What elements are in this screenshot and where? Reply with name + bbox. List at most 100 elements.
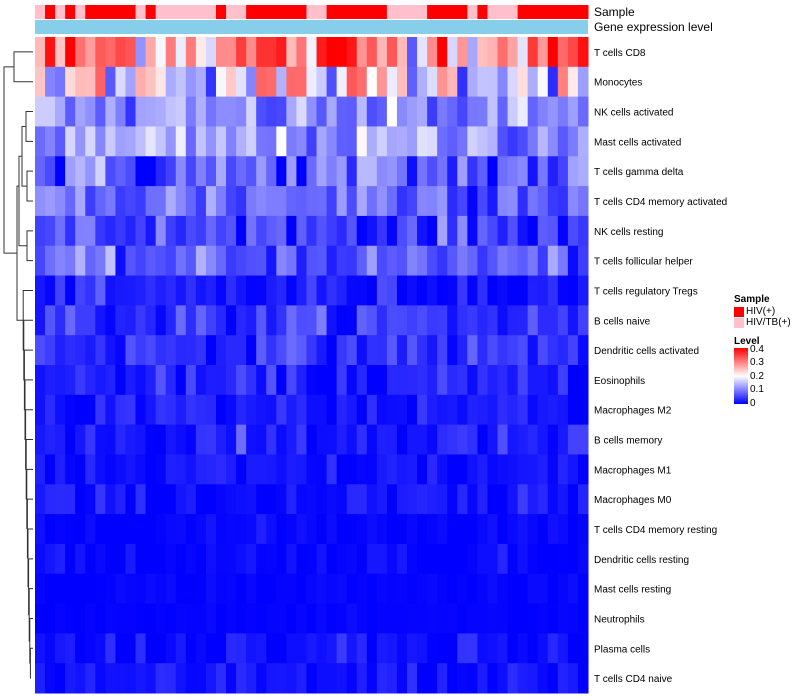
heatmap-cell: [537, 365, 549, 396]
heatmap-cell: [396, 335, 408, 366]
heatmap-cell: [266, 365, 277, 396]
heatmap-cell: [145, 514, 157, 545]
heatmap-cell: [135, 365, 147, 396]
heatmap-cell: [366, 156, 378, 187]
heatmap-cell: [577, 215, 589, 247]
heatmap-cell: [537, 37, 549, 68]
heatmap-cell: [165, 305, 177, 336]
sample-annotation-cell: [75, 5, 86, 19]
heatmap-cell: [75, 484, 86, 515]
heatmap-cell: [286, 394, 297, 426]
heatmap-cell: [386, 186, 398, 217]
heatmap-cell: [145, 633, 157, 664]
heatmap-cell: [537, 633, 549, 664]
heatmap-cell: [246, 66, 257, 98]
heatmap-cell: [557, 215, 569, 247]
heatmap-cell: [215, 633, 227, 664]
heatmap-cell: [567, 543, 579, 575]
heatmap-cell: [95, 663, 106, 694]
heatmap-cell: [497, 156, 509, 187]
heatmap-cell: [427, 305, 438, 336]
heatmap-cell: [467, 37, 478, 68]
heatmap-cell: [497, 514, 509, 545]
heatmap-cell: [537, 603, 549, 634]
heatmap-cell: [567, 514, 579, 545]
heatmap-cell: [407, 514, 418, 545]
heatmap-cell: [577, 603, 589, 634]
sample-annotation-cell: [487, 5, 499, 19]
heatmap-cell: [165, 603, 177, 634]
heatmap-cell: [547, 215, 559, 247]
heatmap-cell: [226, 126, 237, 157]
heatmap-cell: [256, 245, 267, 277]
heatmap-cell: [85, 454, 96, 485]
heatmap-cell: [497, 215, 509, 247]
heatmap-cell: [195, 37, 207, 68]
heatmap-cell: [527, 394, 539, 426]
heatmap-cell: [65, 514, 76, 545]
heatmap-cell: [35, 663, 46, 694]
heatmap-cell: [266, 603, 277, 634]
sample-annotation-cell: [135, 5, 147, 19]
heatmap-cell: [437, 573, 448, 605]
heatmap-cell: [417, 663, 428, 694]
heatmap-cell: [537, 394, 549, 426]
heatmap-cell: [35, 215, 46, 247]
heatmap-cell: [65, 454, 76, 485]
heatmap-cell: [306, 215, 318, 247]
heatmap-cell: [477, 335, 488, 366]
heatmap-cell: [276, 305, 287, 336]
heatmap-cell: [326, 514, 338, 545]
heatmap-cell: [65, 633, 76, 664]
heatmap-cell: [346, 365, 358, 396]
heatmap-cell: [376, 633, 388, 664]
heatmap-cell: [497, 186, 509, 217]
heatmap-cell: [336, 66, 348, 98]
heatmap-cell: [336, 454, 348, 485]
heatmap-cell: [185, 335, 197, 366]
heatmap-cell: [547, 156, 559, 187]
heatmap-cell: [306, 66, 318, 98]
heatmap-cell: [407, 66, 418, 98]
heatmap-cell: [226, 275, 237, 306]
heatmap-cell: [175, 215, 187, 247]
heatmap-cell: [45, 37, 56, 68]
heatmap-cell: [336, 394, 348, 426]
heatmap-cell: [447, 663, 458, 694]
dendrogram-branch: [16, 185, 24, 321]
heatmap-cell: [517, 454, 529, 485]
heatmap-cell: [236, 663, 247, 694]
heatmap-cell: [115, 66, 126, 98]
heatmap-cell: [547, 543, 559, 575]
heatmap-cell: [326, 663, 338, 694]
heatmap-cell: [105, 663, 116, 694]
heatmap-cell: [155, 573, 167, 605]
heatmap-cell: [75, 543, 86, 575]
heatmap-cell: [165, 215, 177, 247]
heatmap-cell: [507, 335, 519, 366]
heatmap-cell: [457, 454, 468, 485]
heatmap-cell: [497, 365, 509, 396]
heatmap-cell: [356, 484, 368, 515]
heatmap-cell: [537, 245, 549, 277]
heatmap-cell: [376, 275, 388, 306]
heatmap-cell: [527, 365, 539, 396]
heatmap-cell: [487, 633, 499, 664]
heatmap-cell: [537, 454, 549, 485]
heatmap-cell: [487, 365, 499, 396]
sample-annotation-cell: [65, 5, 76, 19]
heatmap-cell: [246, 335, 257, 366]
heatmap-cell: [346, 663, 358, 694]
heatmap-cell: [35, 484, 46, 515]
heatmap-cell: [356, 633, 368, 664]
heatmap-cell: [346, 275, 358, 306]
heatmap-cell: [286, 543, 297, 575]
heatmap-cell: [55, 424, 66, 455]
heatmap-cell: [537, 156, 549, 187]
heatmap-cell: [487, 215, 499, 247]
heatmap-cell: [155, 603, 167, 634]
heatmap-cell: [35, 186, 46, 217]
dendrogram-branch: [13, 51, 33, 83]
heatmap-cell: [266, 66, 277, 98]
heatmap-cell: [487, 275, 499, 306]
